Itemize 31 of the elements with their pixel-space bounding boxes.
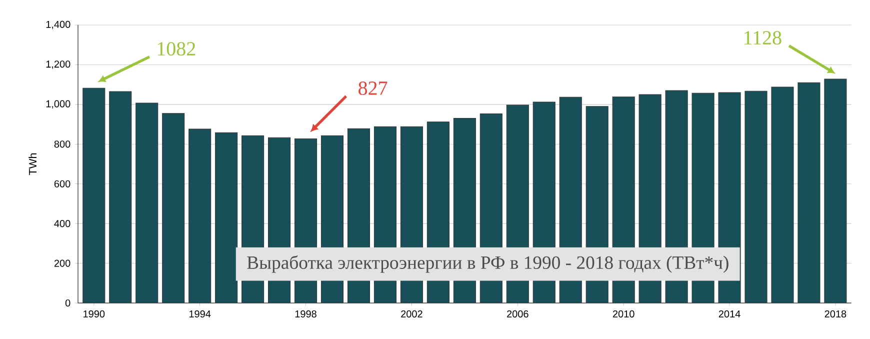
bar: [188, 128, 212, 303]
annotation: 1082: [158, 42, 196, 56]
annotation: 827: [358, 81, 388, 95]
y-tick-label: 0: [65, 299, 70, 307]
y-axis-title: TWh: [28, 153, 36, 176]
y-tick-label: 800: [54, 140, 70, 148]
y-tick-label: 200: [54, 260, 70, 267]
y-tick-label: 1,000: [46, 100, 70, 109]
y-tick-label: 1,400: [46, 20, 70, 30]
bar: [771, 86, 794, 303]
bar: [824, 78, 847, 303]
bar: [109, 91, 132, 303]
bar: [136, 102, 158, 303]
x-tick-label: 2018: [824, 310, 846, 318]
x-tick-label: 2010: [612, 310, 634, 318]
x-tick-label: 2006: [507, 310, 528, 318]
x-tick-label: 1998: [295, 310, 316, 318]
x-tick-label: 2002: [401, 310, 422, 318]
bar: [82, 88, 106, 303]
text: Выработка электроэнергии в РФ в 1990 - 2018 годах (ТВт*ч): [247, 255, 728, 273]
bar: [215, 132, 238, 303]
bar: [744, 90, 768, 303]
x-tick-label: 2014: [718, 310, 740, 318]
bar: [162, 113, 185, 303]
bar: [798, 82, 820, 303]
x-tick-label: 1994: [189, 310, 211, 318]
y-tick-label: 600: [54, 180, 70, 188]
annotation: 1128: [744, 31, 782, 45]
y-tick-label: 1,200: [46, 60, 70, 69]
y-tick-label: 400: [54, 220, 70, 228]
x-tick-label: 1990: [84, 310, 105, 318]
